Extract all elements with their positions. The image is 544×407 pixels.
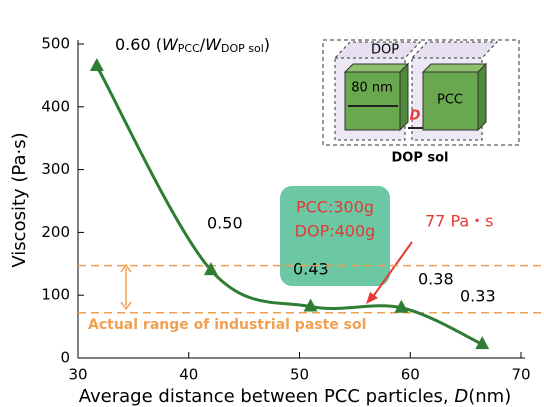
label-part: PCC bbox=[178, 42, 200, 55]
y-tick-label: 500 bbox=[41, 35, 70, 53]
callout-arrowhead bbox=[366, 292, 378, 304]
label-part: W bbox=[205, 35, 222, 54]
pcc-side bbox=[477, 62, 487, 132]
pcc-side bbox=[399, 62, 409, 132]
y-tick-label: 300 bbox=[41, 160, 70, 178]
label-part: 0.60 ( bbox=[115, 35, 162, 54]
point-marker bbox=[203, 262, 218, 276]
point-label: 0.38 bbox=[418, 270, 454, 289]
x-tick-label: 30 bbox=[68, 366, 87, 384]
inset-title: DOP sol bbox=[391, 151, 448, 166]
point-label: 0.43 bbox=[293, 260, 329, 279]
point-label: 0.33 bbox=[460, 287, 496, 306]
label-part: ) bbox=[264, 35, 270, 54]
cube-top bbox=[410, 41, 499, 59]
label-part: DOP sol bbox=[221, 42, 264, 55]
range-arrowhead bbox=[120, 301, 132, 311]
range-label: Actual range of industrial paste sol bbox=[88, 317, 366, 333]
pcc-cube bbox=[422, 71, 479, 131]
callout-arrow bbox=[371, 241, 413, 299]
x-tick-label: 50 bbox=[290, 366, 309, 384]
dop-label: DOP bbox=[371, 43, 399, 58]
y-tick-label: 0 bbox=[60, 349, 70, 367]
label-part: / bbox=[200, 35, 206, 54]
x-tick-label: 60 bbox=[401, 366, 420, 384]
x-title-part: D bbox=[454, 386, 468, 407]
y-tick-label: 400 bbox=[41, 97, 70, 115]
x-tick-label: 40 bbox=[179, 366, 198, 384]
callout: 77 Pa・s bbox=[425, 212, 494, 231]
pcc-top bbox=[343, 63, 410, 73]
d-label: D bbox=[410, 109, 421, 124]
point-marker bbox=[394, 299, 409, 313]
point-label: 0.60 (WPCC/WDOP sol) bbox=[115, 35, 270, 56]
x-title-part: (nm) bbox=[468, 386, 511, 407]
x-tick-label: 70 bbox=[511, 366, 530, 384]
point-label: 0.50 bbox=[207, 214, 243, 233]
inset-frame bbox=[322, 39, 520, 146]
label-part: W bbox=[162, 35, 179, 54]
condition-box bbox=[280, 186, 390, 286]
size-label: 80 nm bbox=[351, 81, 393, 96]
box-line: DOP:400g bbox=[295, 222, 376, 241]
cube-top bbox=[333, 41, 422, 59]
series-line bbox=[95, 65, 483, 346]
range-arrowhead bbox=[120, 263, 132, 273]
point-marker bbox=[303, 298, 318, 312]
point-marker bbox=[89, 57, 104, 71]
y-axis-title: Viscosity (Pa·s) bbox=[9, 132, 30, 267]
pcc-label: PCC bbox=[437, 93, 463, 108]
x-title-part: Average distance between PCC particles, bbox=[79, 386, 455, 407]
pcc-cube bbox=[344, 71, 401, 131]
inset-diagram: 80 nm D PCC DOP DOP sol bbox=[322, 39, 520, 166]
box-line: PCC:300g bbox=[296, 198, 374, 217]
x-axis-title: Average distance between PCC particles, … bbox=[79, 386, 511, 407]
y-tick-label: 100 bbox=[41, 286, 70, 304]
y-tick-label: 200 bbox=[41, 223, 70, 241]
pcc-top bbox=[421, 63, 488, 73]
point-marker bbox=[475, 336, 490, 350]
